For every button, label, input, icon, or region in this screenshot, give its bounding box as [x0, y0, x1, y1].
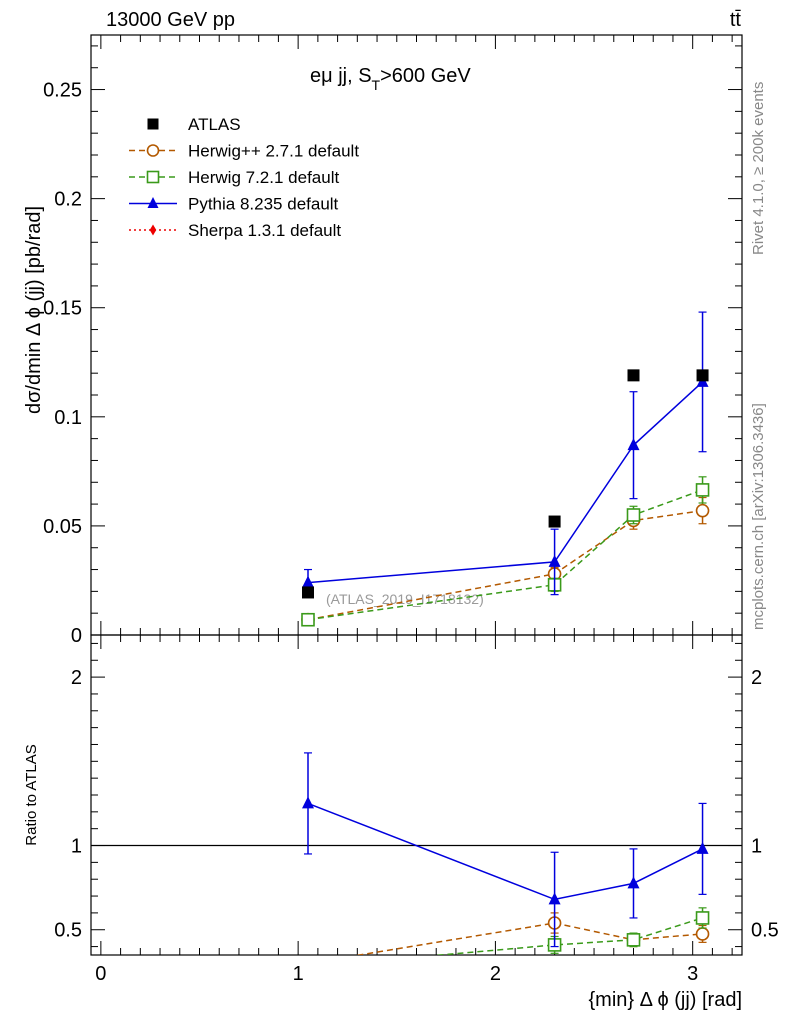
selection-label: eμ jj, ST>600 GeV — [310, 65, 471, 93]
main-herwig-point — [626, 508, 641, 522]
ratio-y-tick-label: 1 — [71, 836, 82, 858]
legend-marker — [147, 197, 159, 208]
ratio-y-tick-label: 2 — [71, 667, 82, 689]
ratio-herwig-line — [432, 917, 703, 955]
ratio-herwig-point — [302, 961, 314, 973]
y-tick-label: 0 — [71, 625, 82, 647]
main-herwigpp-point — [695, 503, 710, 518]
ratio-herwigpp-point — [302, 957, 314, 969]
main-atlas-point — [302, 586, 314, 599]
legend-marker — [149, 224, 157, 236]
x-tick-label: 1 — [293, 963, 304, 985]
legend-marker — [147, 118, 159, 130]
x-axis-title: {min} Δ ϕ (jj) [rad] — [589, 989, 743, 1011]
y-tick-label: 0.05 — [43, 516, 82, 538]
ratio-pythia-point — [696, 841, 709, 854]
main-herwig-point — [301, 612, 315, 627]
mcplots-label: mcplots.cern.ch [arXiv:1306.3436] — [750, 403, 767, 630]
main-atlas-point — [696, 369, 709, 382]
y-tick-label: 0.2 — [54, 189, 82, 211]
x-tick-label: 0 — [95, 963, 106, 985]
legend-label: Sherpa 1.3.1 default — [188, 221, 341, 240]
ratio-series-group — [302, 752, 710, 973]
legend-label: Herwig 7.2.1 default — [188, 168, 339, 187]
y-tick-label: 0.1 — [54, 407, 82, 429]
process-label: tt̄ — [730, 9, 742, 31]
main-atlas-point — [548, 515, 561, 528]
ratio-y-tick-label: 0.5 — [54, 920, 82, 942]
ratio-pythia-point — [548, 892, 561, 905]
ratio-y-tick-label-right: 0.5 — [751, 920, 779, 942]
main-pythia-line — [307, 381, 704, 584]
ratio-herwig-point — [695, 911, 710, 925]
main-pythia-point — [548, 554, 561, 567]
ratio-pythia-point — [302, 796, 314, 809]
x-tick-label: 3 — [687, 963, 698, 985]
legend-marker — [146, 170, 160, 184]
main-herwigpp-line — [307, 509, 703, 621]
ratio-pythia-line — [307, 802, 703, 901]
main-herwig-line — [307, 489, 703, 621]
main-pythia-point — [302, 575, 314, 588]
legend-label: Pythia 8.235 default — [188, 195, 339, 214]
ratio-y-tick-label-right: 2 — [751, 667, 762, 689]
y-tick-label: 0.15 — [43, 298, 82, 320]
ratio-y-axis-title: Ratio to ATLAS — [23, 744, 40, 845]
legend-label: Herwig++ 2.7.1 default — [188, 142, 359, 161]
x-tick-label: 2 — [490, 963, 501, 985]
legend-marker — [146, 144, 160, 157]
legend-label: ATLAS — [188, 115, 241, 134]
ratio-herwigpp-point — [695, 927, 710, 941]
ratio-plot-frame — [90, 634, 743, 956]
energy-label: 13000 GeV pp — [106, 9, 235, 31]
main-pythia-point — [627, 438, 640, 451]
main-series-group — [301, 311, 710, 627]
main-atlas-point — [627, 369, 640, 382]
ratio-herwig-point — [626, 933, 641, 947]
y-tick-label: 0.25 — [43, 80, 82, 102]
analysis-watermark: (ATLAS_2019_I1718132) — [326, 591, 484, 607]
ratio-y-tick-label-right: 1 — [751, 836, 762, 858]
ratio-pythia-point — [627, 876, 640, 889]
rivet-version-label: Rivet 4.1.0, ≥ 200k events — [750, 82, 767, 255]
main-herwig-point — [695, 483, 710, 497]
y-axis-title: dσ/dmin Δ ϕ (jj) [pb/rad] — [23, 206, 45, 414]
ratio-herwigpp-line — [354, 922, 703, 955]
